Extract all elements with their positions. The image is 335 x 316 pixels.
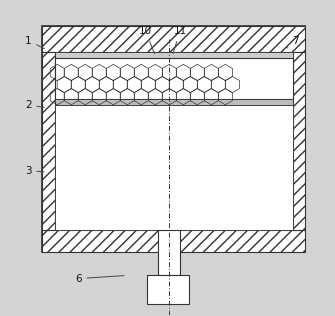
Bar bbox=[42, 27, 305, 252]
Bar bbox=[42, 230, 305, 252]
Bar bbox=[55, 105, 293, 230]
Bar bbox=[55, 58, 293, 99]
Bar bbox=[147, 276, 189, 304]
Text: 6: 6 bbox=[75, 274, 124, 283]
Text: 11: 11 bbox=[173, 26, 187, 53]
Bar bbox=[42, 52, 55, 230]
Text: 10: 10 bbox=[139, 26, 154, 54]
Bar bbox=[55, 52, 293, 58]
Text: 2: 2 bbox=[25, 100, 44, 110]
Bar bbox=[293, 52, 305, 230]
Bar bbox=[55, 99, 293, 105]
Bar bbox=[158, 230, 180, 276]
Text: 1: 1 bbox=[25, 35, 45, 49]
Text: 7: 7 bbox=[287, 35, 299, 48]
Bar bbox=[42, 27, 305, 52]
Text: 3: 3 bbox=[25, 166, 44, 175]
